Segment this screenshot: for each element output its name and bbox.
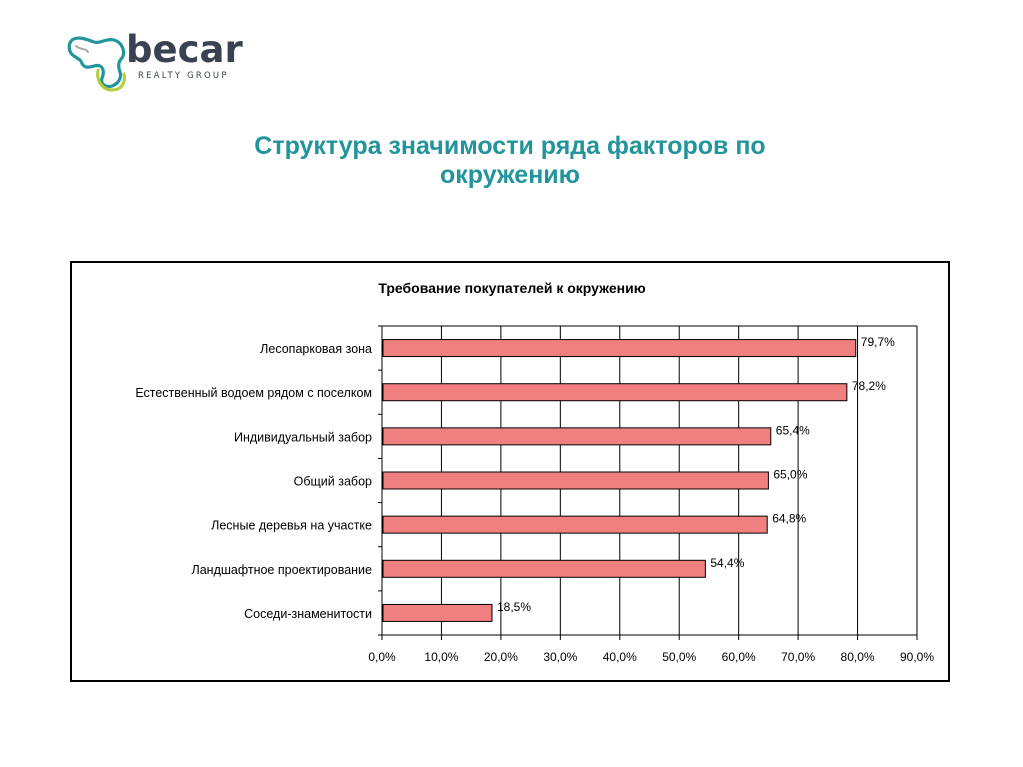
bar — [382, 603, 493, 622]
x-tick-label: 70,0% — [781, 650, 815, 664]
x-tick-label: 90,0% — [900, 650, 934, 664]
value-label: 18,5% — [497, 600, 531, 614]
bar — [382, 515, 768, 534]
value-label: 79,7% — [861, 335, 895, 349]
value-label: 78,2% — [852, 379, 886, 393]
logo-mark-icon — [67, 36, 126, 89]
becar-logo — [67, 36, 126, 92]
page-title: Структура значимости ряда факторов по ок… — [150, 132, 870, 190]
category-label: Соседи-знаменитости — [244, 607, 372, 621]
bar-chart: Требование покупателей к окружению 0,0% 1… — [135, 280, 934, 664]
axes — [378, 325, 918, 640]
category-label: Лесные деревья на участке — [211, 519, 372, 533]
x-tick-label: 0,0% — [368, 650, 396, 664]
value-label: 54,4% — [710, 556, 744, 570]
x-tick-label: 60,0% — [722, 650, 756, 664]
brand-name: becar — [126, 28, 243, 71]
category-label: Индивидуальный забор — [234, 430, 372, 444]
x-tick-label: 30,0% — [543, 650, 577, 664]
x-tick-label: 10,0% — [424, 650, 458, 664]
brand-subtitle: REALTY GROUP — [138, 71, 229, 81]
category-label: Лесопарковая зона — [260, 342, 372, 356]
chart-frame: Требование покупателей к окружению 0,0% 1… — [70, 261, 950, 682]
bar — [382, 471, 769, 490]
page-title-line1: Структура значимости ряда факторов по — [254, 132, 766, 160]
x-tick-label: 80,0% — [841, 650, 875, 664]
bar — [382, 383, 848, 402]
bar — [382, 339, 857, 358]
bar — [382, 427, 772, 446]
bar — [382, 559, 706, 578]
bars — [382, 339, 857, 622]
value-label: 65,4% — [776, 423, 810, 437]
x-tick-label: 20,0% — [484, 650, 518, 664]
category-label: Естественный водоем рядом с поселком — [135, 386, 372, 400]
value-label: 64,8% — [772, 512, 806, 526]
chart-title: Требование покупателей к окружению — [378, 280, 645, 296]
labels: 0,0% 10,0% 20,0% 30,0% 40,0% 50,0% 60,0% 70,0% 8… — [135, 335, 934, 664]
category-label: Общий забор — [294, 475, 372, 489]
value-label: 65,0% — [773, 468, 807, 482]
page-title-line2: окружению — [439, 161, 581, 189]
x-tick-label: 40,0% — [603, 650, 637, 664]
category-label: Ландшафтное проектирование — [192, 563, 373, 577]
x-tick-label: 50,0% — [662, 650, 696, 664]
